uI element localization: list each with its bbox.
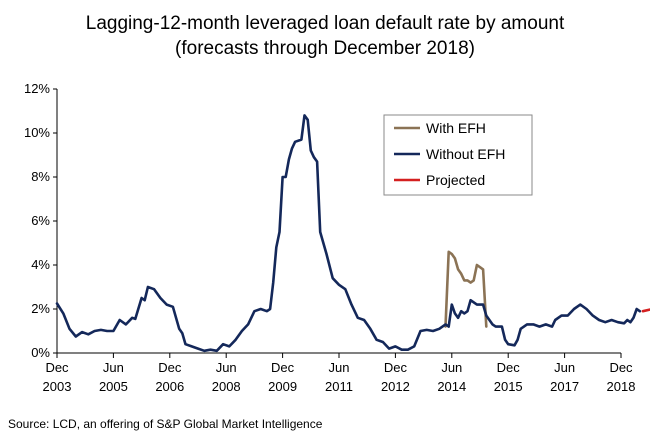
x-tick-month-label: Dec (384, 360, 408, 375)
x-tick-month-label: Dec (609, 360, 633, 375)
x-tick-month-label: Dec (497, 360, 521, 375)
legend: With EFH Without EFH Projected (383, 114, 533, 196)
x-tick-month-label: Dec (158, 360, 182, 375)
x-tick-year-label: 2018 (607, 379, 636, 394)
x-tick-year-label: 2017 (550, 379, 579, 394)
y-tick-label: 8% (31, 169, 50, 184)
legend-label-without-efh: Without EFH (426, 146, 505, 162)
legend-label-with-efh: With EFH (426, 120, 486, 136)
legend-label-projected: Projected (426, 172, 485, 188)
series-line-without-efh (55, 114, 642, 353)
x-tick-year-label: 2012 (381, 379, 410, 394)
x-tick-month-label: Jun (216, 360, 237, 375)
x-tick-month-label: Dec (271, 360, 295, 375)
x-tick-year-label: 2008 (212, 379, 241, 394)
x-tick-month-label: Jun (103, 360, 124, 375)
x-tick-year-label: 2015 (494, 379, 523, 394)
chart-subtitle: (forecasts through December 2018) (175, 38, 475, 59)
x-tick-year-label: 2006 (155, 379, 184, 394)
chart-title: Lagging-12-month leveraged loan default … (85, 13, 565, 34)
x-tick-year-label: 2011 (325, 379, 353, 394)
y-tick-label: 4% (31, 257, 50, 272)
series-line-with-efh (444, 250, 488, 328)
y-tick-label: 2% (31, 301, 50, 316)
y-tick-label: 10% (24, 125, 50, 140)
x-tick-year-label: 2014 (437, 379, 466, 394)
y-tick-label: 6% (31, 213, 50, 228)
x-tick-month-label: Jun (441, 360, 462, 375)
x-tick-month-label: Jun (329, 360, 350, 375)
series-line-projected (641, 308, 650, 313)
x-tick-year-label: 2009 (268, 379, 297, 394)
x-tick-year-label: 2003 (43, 379, 72, 394)
y-tick-label: 12% (24, 81, 50, 96)
x-tick-month-label: Dec (45, 360, 69, 375)
x-tick-month-label: Jun (554, 360, 575, 375)
y-tick-label: 0% (31, 345, 50, 360)
x-tick-year-label: 2005 (99, 379, 128, 394)
series-lines (55, 114, 650, 353)
axes: 0% 2% 4% 6% 8% 10% 12% Dec 2003 Jun 2005 Dec 2006 Jun… (24, 81, 635, 394)
source-note: Source: LCD, an offering of S&P Global M… (8, 417, 323, 431)
